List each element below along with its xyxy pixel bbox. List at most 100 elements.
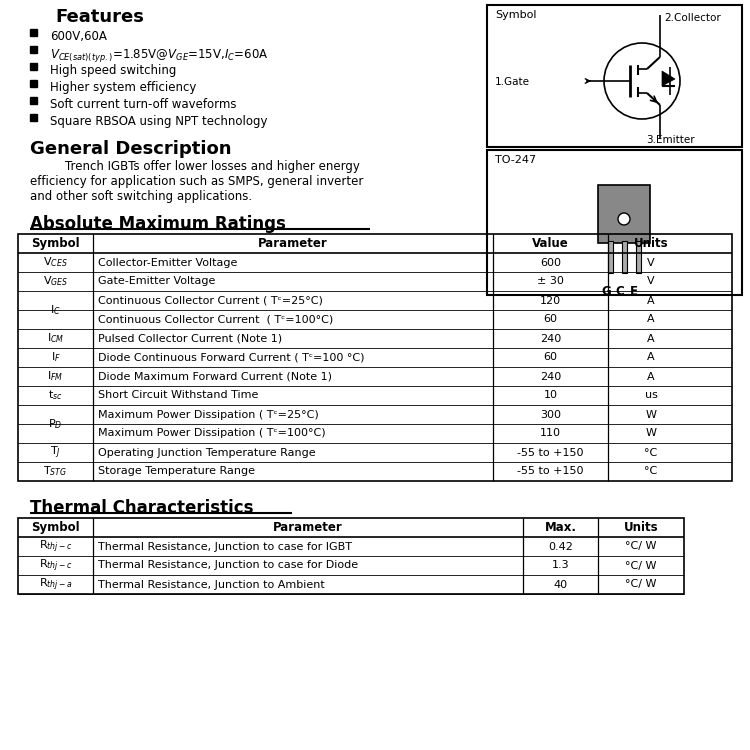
Text: 60: 60	[544, 352, 557, 362]
Text: Continuous Collector Current ( Tᶜ=25°C): Continuous Collector Current ( Tᶜ=25°C)	[98, 296, 322, 305]
Text: °C: °C	[644, 448, 658, 458]
Text: Collector-Emitter Voltage: Collector-Emitter Voltage	[98, 257, 237, 268]
Text: 110: 110	[540, 428, 561, 439]
Text: V$_{GES}$: V$_{GES}$	[43, 274, 68, 289]
Bar	[487, 150, 742, 295]
Text: efficiency for application such as SMPS, general inverter: efficiency for application such as SMPS,…	[30, 175, 363, 188]
Text: Symbol: Symbol	[495, 10, 536, 20]
Text: us: us	[644, 391, 658, 400]
Text: Units: Units	[624, 521, 658, 534]
Text: Symbol: Symbol	[32, 521, 80, 534]
Bar	[30, 114, 37, 121]
Bar	[30, 29, 37, 36]
Bar	[622, 241, 627, 273]
Bar	[598, 185, 650, 243]
Text: Trench IGBTs offer lower losses and higher energy: Trench IGBTs offer lower losses and high…	[65, 160, 360, 173]
Text: Absolute Maximum Ratings: Absolute Maximum Ratings	[30, 215, 286, 233]
Text: I$_C$: I$_C$	[50, 303, 61, 317]
Text: 600V,60A: 600V,60A	[50, 30, 106, 43]
Text: Maximum Power Dissipation ( Tᶜ=25°C): Maximum Power Dissipation ( Tᶜ=25°C)	[98, 410, 319, 419]
Text: Thermal Resistance, Junction to case for Diode: Thermal Resistance, Junction to case for…	[98, 560, 358, 571]
Text: -55 to +150: -55 to +150	[518, 466, 584, 476]
Text: P$_D$: P$_D$	[48, 417, 63, 431]
Text: General Description: General Description	[30, 140, 232, 158]
Text: Features: Features	[55, 8, 144, 26]
Text: I$_{CM}$: I$_{CM}$	[46, 332, 64, 346]
Text: G: G	[602, 285, 610, 298]
Text: Thermal Resistance, Junction to case for IGBT: Thermal Resistance, Junction to case for…	[98, 542, 352, 551]
Text: Pulsed Collector Current (Note 1): Pulsed Collector Current (Note 1)	[98, 334, 282, 344]
Text: I$_{FM}$: I$_{FM}$	[47, 370, 64, 383]
Text: 2.Collector: 2.Collector	[664, 13, 721, 23]
Text: A: A	[647, 352, 655, 362]
Text: T$_{STG}$: T$_{STG}$	[44, 464, 68, 478]
Text: °C/ W: °C/ W	[626, 580, 657, 590]
Text: Continuous Collector Current  ( Tᶜ=100°C): Continuous Collector Current ( Tᶜ=100°C)	[98, 314, 333, 325]
Bar	[18, 518, 684, 594]
Text: ± 30: ± 30	[537, 277, 564, 286]
Text: °C: °C	[644, 466, 658, 476]
Text: I$_F$: I$_F$	[50, 350, 61, 364]
Text: E: E	[630, 285, 638, 298]
Text: A: A	[647, 314, 655, 325]
Polygon shape	[662, 71, 675, 86]
Bar	[30, 63, 37, 70]
Text: Operating Junction Temperature Range: Operating Junction Temperature Range	[98, 448, 316, 458]
Text: -55 to +150: -55 to +150	[518, 448, 584, 458]
Bar	[18, 234, 732, 481]
Text: 600: 600	[540, 257, 561, 268]
Text: °C/ W: °C/ W	[626, 542, 657, 551]
Text: 60: 60	[544, 314, 557, 325]
Text: V: V	[647, 257, 655, 268]
Text: A: A	[647, 334, 655, 344]
Text: A: A	[647, 296, 655, 305]
Bar	[30, 97, 37, 104]
Bar	[30, 46, 37, 53]
Text: 40: 40	[554, 580, 568, 590]
Text: V$_{CES}$: V$_{CES}$	[44, 256, 68, 269]
Text: High speed switching: High speed switching	[50, 64, 176, 77]
Text: and other soft switching applications.: and other soft switching applications.	[30, 190, 252, 203]
Bar	[30, 80, 37, 87]
Text: $V_{CE(sat)(typ.)}$=1.85V@$V_{GE}$=15V,$I_C$=60A: $V_{CE(sat)(typ.)}$=1.85V@$V_{GE}$=15V,$…	[50, 47, 268, 64]
Text: R$_{thj-c}$: R$_{thj-c}$	[39, 538, 72, 555]
Text: A: A	[647, 371, 655, 382]
Text: Parameter: Parameter	[258, 237, 328, 250]
Text: Diode Maximum Forward Current (Note 1): Diode Maximum Forward Current (Note 1)	[98, 371, 332, 382]
Text: 1.3: 1.3	[552, 560, 569, 571]
Text: 120: 120	[540, 296, 561, 305]
Text: Parameter: Parameter	[273, 521, 343, 534]
Text: Thermal Resistance, Junction to Ambient: Thermal Resistance, Junction to Ambient	[98, 580, 325, 590]
Text: Max.: Max.	[544, 521, 577, 534]
Text: R$_{thj-c}$: R$_{thj-c}$	[39, 557, 72, 574]
Text: R$_{thj-a}$: R$_{thj-a}$	[38, 576, 73, 592]
Text: 3.Emitter: 3.Emitter	[646, 135, 694, 145]
Text: 240: 240	[540, 334, 561, 344]
Text: Square RBSOA using NPT technology: Square RBSOA using NPT technology	[50, 115, 268, 128]
Text: Gate-Emitter Voltage: Gate-Emitter Voltage	[98, 277, 215, 286]
Text: Thermal Characteristics: Thermal Characteristics	[30, 499, 254, 517]
Text: 300: 300	[540, 410, 561, 419]
Text: Value: Value	[532, 237, 568, 250]
Text: T$_J$: T$_J$	[50, 444, 61, 460]
Text: Short Circuit Withstand Time: Short Circuit Withstand Time	[98, 391, 258, 400]
Bar	[487, 5, 742, 147]
Text: Units: Units	[634, 237, 668, 250]
Text: 240: 240	[540, 371, 561, 382]
Text: 0.42: 0.42	[548, 542, 573, 551]
Bar	[608, 241, 613, 273]
Text: Storage Temperature Range: Storage Temperature Range	[98, 466, 255, 476]
Text: Soft current turn-off waveforms: Soft current turn-off waveforms	[50, 98, 236, 111]
Text: W: W	[646, 410, 656, 419]
Text: Higher system efficiency: Higher system efficiency	[50, 81, 196, 94]
Text: TO-247: TO-247	[495, 155, 536, 165]
Bar	[636, 241, 641, 273]
Text: °C/ W: °C/ W	[626, 560, 657, 571]
Text: 10: 10	[544, 391, 557, 400]
Circle shape	[618, 213, 630, 225]
Text: C: C	[616, 285, 624, 298]
Text: V: V	[647, 277, 655, 286]
Text: t$_{sc}$: t$_{sc}$	[48, 388, 63, 403]
Text: 1.Gate: 1.Gate	[495, 77, 530, 87]
Text: W: W	[646, 428, 656, 439]
